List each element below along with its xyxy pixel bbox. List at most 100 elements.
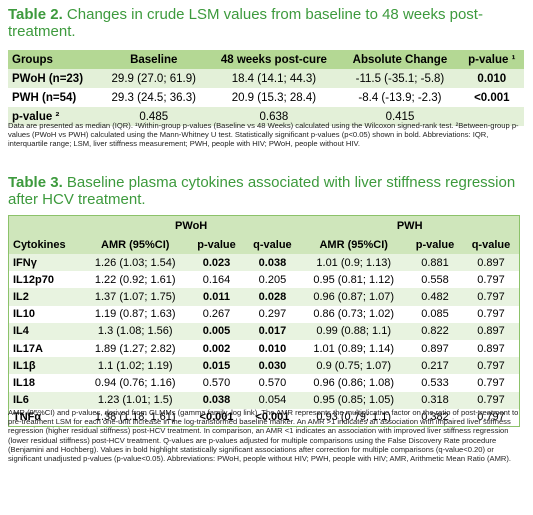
row-label: IL18 <box>13 376 36 389</box>
header-row: Cytokines AMR (95%CI) p-value q-value AMR (9… <box>8 235 520 254</box>
footnote: Data are presented as median (IQR). ¹Wit… <box>8 121 519 149</box>
table-row: IL6 1.23 (1.01; 1.5) 0.038 0.054 0.95 (0.85;… <box>8 391 520 409</box>
table-cell: 0.822 <box>407 322 463 340</box>
empty-cell <box>459 107 524 126</box>
row-label: p-value ² <box>8 107 100 126</box>
row-label: PWoH (n=23) <box>8 69 100 88</box>
table-cell: 1.23 (1.01; 1.5) <box>81 391 189 409</box>
table-cell: 0.95 (0.85; 1.05) <box>300 391 408 409</box>
row-label: IL1β <box>8 357 82 375</box>
table-cell: 1.1 (1.02; 1.19) <box>81 357 189 375</box>
table-cell: 0.028 <box>244 288 301 306</box>
table-cell: 29.9 (27.0; 61.9) <box>99 69 208 88</box>
table-cell: 0.164 <box>202 273 231 286</box>
table-title-text: Baseline plasma cytokines associated wit… <box>8 174 516 208</box>
table-cell: 0.205 <box>258 273 287 286</box>
row-label: IL4 <box>8 322 82 340</box>
table-cell: 0.96 (0.86; 1.08) <box>313 376 395 389</box>
column-header: q-value <box>244 235 301 254</box>
table-cell: 0.023 <box>188 254 245 272</box>
table-cell: 0.797 <box>477 273 505 286</box>
row-label: IL2 <box>8 288 82 306</box>
table-cell: <0.001 <box>474 91 510 104</box>
table-cell: <0.001 <box>199 411 234 424</box>
group-header: PWH <box>300 215 520 235</box>
table-row: PWoH (n=23) 29.9 (27.0; 61.9) 18.4 (14.1; … <box>8 69 524 88</box>
row-label: IL6 <box>8 391 82 409</box>
table-cell: 0.485 <box>99 107 208 126</box>
row-label: IFNγ <box>8 254 82 272</box>
table-cell: 0.011 <box>188 288 245 306</box>
table-cell: 0.054 <box>244 391 301 409</box>
table-cell: 20.9 (15.3; 28.4) <box>231 91 317 104</box>
table-cell: 0.93 (0.79; 1.1) <box>316 411 391 424</box>
row-label: IL17A <box>13 342 43 355</box>
table-cell: 0.94 (0.76; 1.16) <box>94 376 176 389</box>
table-2: Groups Baseline 48 weeks post-cure Absolute… <box>8 50 524 126</box>
table-cell: 0.415 <box>340 107 460 126</box>
table-cell: 0.038 <box>244 254 301 272</box>
table-cell: 1.22 (0.92; 1.61) <box>94 273 176 286</box>
table-cell: 0.570 <box>258 376 287 389</box>
column-header: Cytokines <box>8 235 82 254</box>
table-cell: 0.297 <box>258 308 287 321</box>
table-row: IL12p70 1.22 (0.92; 1.61) 0.164 0.205 0.95 (… <box>9 271 520 288</box>
table-cell: 1.19 (0.87; 1.63) <box>94 308 176 321</box>
table-cell: 0.318 <box>407 391 463 409</box>
table-cell: 1.89 (1.27; 2.82) <box>94 342 176 355</box>
table-cell: 1.37 (1.07; 1.75) <box>81 288 189 306</box>
table-cell: 1.3 (1.08; 1.56) <box>81 322 189 340</box>
table-cell: 0.005 <box>188 322 245 340</box>
table-cell: 0.015 <box>188 357 245 375</box>
table-cell: 0.038 <box>188 391 245 409</box>
table-3-title: Table 3. Baseline plasma cytokines assoc… <box>8 174 523 208</box>
table-cell: 0.002 <box>202 342 231 355</box>
table-cell: 0.99 (0.88; 1.1) <box>300 322 408 340</box>
table-cell: 0.570 <box>202 376 231 389</box>
table-cell: 0.797 <box>477 308 505 321</box>
table-cell: 0.382 <box>421 411 449 424</box>
column-header: AMR (95%CI) <box>300 235 408 254</box>
table-label: Table 3. <box>8 174 63 191</box>
footnote: AMR (95%CI) and p-values, derived from G… <box>8 408 519 464</box>
table-cell: -8.4 (-13.9; -2.3) <box>358 91 442 104</box>
table-row: IL1β 1.1 (1.02; 1.19) 0.015 0.030 0.9 (0.75;… <box>8 357 520 375</box>
column-header: Groups <box>8 50 100 69</box>
table-cell: 1.01 (0.9; 1.13) <box>300 254 408 272</box>
table-row: IL17A 1.89 (1.27; 2.82) 0.002 0.010 1.01 (0.… <box>9 340 520 357</box>
table-cell: 0.897 <box>462 254 520 272</box>
table-title-text: Changes in crude LSM values from baselin… <box>8 6 483 40</box>
table-cell: 0.881 <box>407 254 463 272</box>
header-row: Groups Baseline 48 weeks post-cure Absolute… <box>8 50 524 69</box>
column-header: q-value <box>462 235 520 254</box>
column-header: 48 weeks post-cure <box>207 50 341 69</box>
table-cell: 0.010 <box>459 69 524 88</box>
table-2-title: Table 2. Changes in crude LSM values fro… <box>8 6 523 40</box>
table-row: IL4 1.3 (1.08; 1.56) 0.005 0.017 0.99 (0.88;… <box>8 322 520 340</box>
table-cell: 0.797 <box>477 376 505 389</box>
column-header: p-value <box>407 235 463 254</box>
column-header: p-value ¹ <box>459 50 524 69</box>
table-cell: -11.5 (-35.1; -5.8) <box>340 69 460 88</box>
empty-cell <box>8 215 82 235</box>
row-label: IL12p70 <box>13 273 54 286</box>
table-cell: 0.085 <box>421 308 449 321</box>
table-cell: 1.01 (0.89; 1.14) <box>313 342 395 355</box>
table-cell: 0.797 <box>477 411 505 424</box>
table-row: IFNγ 1.26 (1.03; 1.54) 0.023 0.038 1.01 (0.9… <box>8 254 520 272</box>
table-row: IL18 0.94 (0.76; 1.16) 0.570 0.570 0.96 (0.8… <box>9 374 520 391</box>
table-cell: 0.217 <box>407 357 463 375</box>
table-cell: 0.797 <box>462 288 520 306</box>
table-cell: 0.030 <box>244 357 301 375</box>
table-row: TNFα 1.38 (1.18; 1.61) <0.001 <0.001 0.93 (0… <box>9 409 520 427</box>
table-row: IL2 1.37 (1.07; 1.75) 0.011 0.028 0.96 (0.87… <box>8 288 520 306</box>
table-cell: 0.797 <box>462 357 520 375</box>
column-header: p-value <box>188 235 245 254</box>
table-row: p-value ² 0.485 0.638 0.415 <box>8 107 524 126</box>
table-row: IL10 1.19 (0.87; 1.63) 0.267 0.297 0.86 (0.7… <box>9 306 520 323</box>
column-header: Baseline <box>99 50 208 69</box>
table-cell: 0.638 <box>207 107 341 126</box>
table-cell: 0.558 <box>421 273 449 286</box>
